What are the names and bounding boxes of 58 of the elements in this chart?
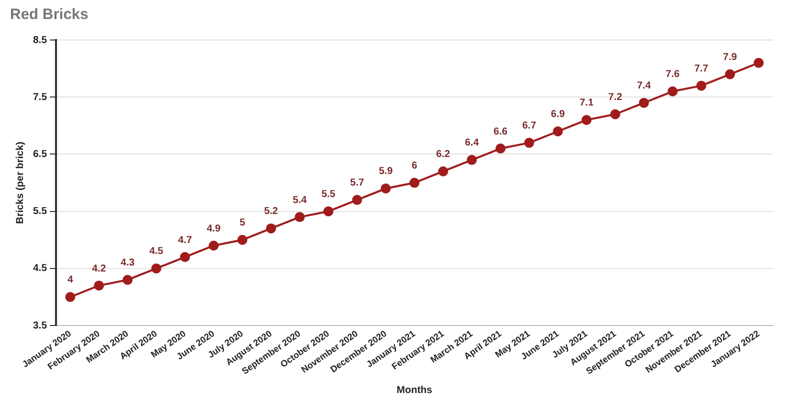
data-label: 6.2 [436, 149, 451, 160]
y-tick-label: 4.5 [32, 263, 48, 274]
data-label: 5.9 [378, 166, 394, 178]
data-label: 5 [240, 218, 246, 229]
point [294, 212, 305, 222]
y-tick-label: 5.5 [32, 206, 48, 218]
point [610, 109, 620, 120]
data-label: 6.4 [464, 138, 480, 149]
point [180, 252, 190, 262]
y-tick-label: 7.5 [32, 92, 48, 103]
data-label: 6.9 [550, 109, 566, 120]
data-label: 7.2 [608, 92, 623, 103]
data-label: 6.6 [494, 126, 508, 138]
point [380, 183, 391, 194]
point [151, 263, 162, 274]
y-tick-label: 3.5 [32, 320, 48, 332]
data-label: 4.7 [178, 234, 192, 246]
point [552, 126, 563, 136]
point [724, 69, 735, 80]
point [582, 114, 592, 125]
data-label: 4.5 [149, 246, 164, 258]
data-label: 6.7 [522, 120, 537, 132]
point [94, 280, 104, 291]
point [208, 240, 219, 251]
data-label: 4 [67, 274, 74, 286]
point [754, 58, 764, 68]
point [352, 194, 362, 205]
point [65, 292, 76, 302]
point [237, 234, 248, 245]
point [496, 144, 506, 154]
point [438, 166, 448, 176]
data-label: 5.2 [264, 206, 278, 218]
point [266, 223, 276, 234]
data-label: 4.2 [92, 263, 106, 274]
point [466, 154, 477, 165]
data-label: 7.6 [666, 69, 680, 80]
data-label: 7.7 [694, 63, 709, 74]
y-axis-title: Bricks (per brick) [14, 142, 26, 224]
point [524, 138, 534, 148]
data-label: 4.9 [206, 223, 222, 234]
data-label: 7.4 [636, 80, 652, 92]
y-tick-label: 6.5 [32, 148, 48, 160]
data-label: 4.3 [120, 258, 135, 269]
data-label: 6 [412, 160, 418, 172]
data-label: 7.1 [580, 98, 594, 109]
data-label: 5.5 [321, 189, 336, 200]
data-label: 5.7 [350, 178, 364, 189]
point [668, 86, 678, 96]
chart-title: Red Bricks [10, 6, 88, 24]
data-label: 5.4 [292, 194, 308, 206]
point [409, 178, 420, 188]
y-tick-label: 8.5 [32, 34, 48, 46]
point [323, 206, 334, 216]
x-axis-title: Months [396, 384, 433, 396]
point [122, 274, 133, 285]
point [696, 80, 706, 91]
point [638, 98, 649, 108]
data-label: 7.9 [723, 52, 738, 64]
